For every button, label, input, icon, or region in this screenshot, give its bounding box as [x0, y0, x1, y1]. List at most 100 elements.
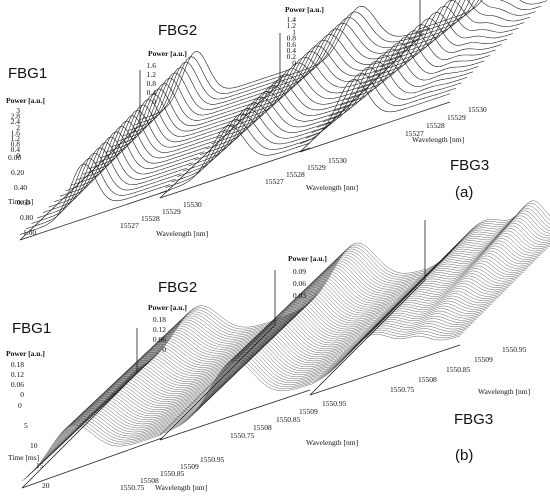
panel-a-fbg2-wavelength-tick: 15529 [307, 163, 326, 172]
panel-b-fbg1-trace [84, 360, 225, 421]
panel-b-fbg1-wavelength-tick: 15508 [140, 476, 159, 485]
panel-a-fbg3-trace [339, 36, 491, 106]
panel-b-fbg3-wavelength-axis [309, 344, 461, 396]
panel-b-fbg1-wavelength-tick: 1550.95 [200, 455, 225, 464]
panel-a-fbg3-trace [305, 72, 456, 139]
panel-b-fbg1-trace [115, 327, 256, 390]
panel-a-fbg3-trace [396, 0, 548, 51]
panel-b-fbg3-trace [348, 290, 499, 347]
panel-b-fbg1-trace [51, 394, 192, 453]
panel-a-fbg1-trace [82, 104, 233, 175]
panel-a-fbg2-power-tick: 1.6 [147, 61, 157, 70]
panel-b-fbg3-trace [346, 293, 497, 349]
panel-b-fbg3-trace [382, 250, 533, 313]
panel-b-fbg1-wavelength-tick: 1550.85 [160, 469, 185, 478]
panel-b-fbg2-power-tick: 0.18 [153, 315, 166, 324]
panel-a-fbg2-trace [199, 85, 351, 155]
panel-b-fbg1-trace [33, 412, 174, 470]
panel-b-fbg1-power-tick: 0.12 [11, 370, 24, 379]
panel-a-fbg2-trace [159, 124, 311, 194]
panel-b-fbg3-trace [367, 268, 518, 328]
panel-b-fbg3-wavelength-tick: 1550.95 [502, 345, 527, 354]
panel-b-fbg1-trace [66, 378, 207, 438]
panel-a-fbg2-trace [194, 90, 345, 161]
panel-b-fbg1-trace [133, 309, 274, 373]
panel-b-fbg1-trace [86, 358, 227, 419]
panel-a-waterfall-mesh [19, 0, 548, 241]
panel-b-fbg3-wavelength-tick: 15509 [474, 355, 493, 364]
panel-b-fbg3-trace [337, 303, 488, 358]
panel-a-fbg2-wavelength-tick: 15528 [286, 170, 305, 179]
panel-b-fbg3-power-label: Power [a.u.] [288, 254, 327, 263]
panel-a-fbg3-trace [414, 0, 479, 35]
panel-b-fbg2-power-label: Power [a.u.] [148, 303, 187, 312]
panel-a-caption: (a) [455, 184, 473, 201]
panel-a-fbg3-trace [419, 0, 483, 29]
panel-a-fbg3-power-tick: 0.6 [287, 40, 297, 49]
panel-a-fbg3-trace [299, 78, 451, 144]
panel-b-fbg1-power-tick: 0 [20, 390, 24, 399]
panel-a-fbg3-trace [391, 0, 542, 57]
panel-a-fbg2-trace [279, 5, 431, 79]
panel-b-fbg3-trace [335, 305, 486, 360]
panel-a-fbg1-power-tick: 3 [16, 106, 20, 115]
panel-b-fbg1-trace [21, 424, 163, 482]
panel-b-fbg2-wavelength-tick: 1550.85 [276, 415, 301, 424]
panel-a-fbg1-trace [105, 83, 256, 153]
panel-a-fbg3-power-tick: 0.2 [287, 52, 297, 61]
panel-b-fbg2-power-tick: 0.06 [153, 335, 166, 344]
panel-b-fbg3-trace [309, 334, 461, 386]
panel-a-fbg3-trace [334, 42, 485, 112]
panel-b-fbg2-trace [241, 276, 392, 353]
panel-b-fbg3-label: FBG3 [454, 411, 493, 428]
panel-a-fbg3-label: FBG3 [450, 157, 489, 174]
panel-a-fbg1-trace [77, 109, 228, 180]
panel-b-fbg1-trace [62, 382, 203, 442]
panel-a-time-tick: 0.80 [20, 213, 33, 222]
panel-b-fbg2-trace [263, 254, 414, 332]
panel-b-fbg3-wavelength-tick: 1550.75 [390, 385, 415, 394]
panel-a-fbg3-wavelength-tick: 15527 [405, 129, 424, 138]
panel-a-fbg1-wavelength-tick: 15530 [183, 200, 202, 209]
panel-b-fbg2-trace [169, 350, 320, 425]
panel-b-fbg2-trace [210, 308, 361, 384]
panel-b-fbg3-trace [329, 313, 480, 366]
panel-a-fbg3-time-axis [299, 36, 421, 153]
panel-b-fbg2-wavelength-tick: 1550.75 [230, 431, 255, 440]
panel-a-fbg3-power-tick: 0.8 [287, 34, 297, 43]
panel-a-time-label: Time [s] [8, 197, 33, 206]
panel-a-fbg1-trace [36, 147, 188, 219]
panel-a-fbg1-trace [54, 131, 205, 202]
panel-a-fbg3-trace [402, 0, 471, 46]
panel-a-fbg2-wavelength-tick: 15527 [265, 177, 284, 186]
panel-a-fbg2-trace [245, 39, 396, 112]
panel-b-fbg2-trace [226, 292, 377, 369]
panel-b-fbg1-trace [49, 396, 190, 455]
panel-a-fbg3-trace [374, 0, 525, 73]
panel-a-fbg2-trace [217, 68, 368, 139]
panel-b-fbg1-trace [129, 313, 270, 377]
panel-a-fbg1-wavelength-label: Wavelength [nm] [156, 229, 208, 238]
panel-a-fbg1-trace [99, 88, 251, 159]
panel-b-fbg1-time-axis [21, 372, 138, 489]
panel-a-fbg2-wavelength-label: Wavelength [nm] [306, 183, 358, 192]
panel-b-fbg2-trace [214, 304, 365, 380]
panel-b-fbg2-wavelength-axis [159, 389, 311, 441]
panel-b-fbg1-trace [72, 372, 213, 432]
panel-a-fbg1-trace [25, 158, 176, 230]
panel-b-fbg2-power-tick: 0.12 [153, 325, 166, 334]
panel-b-fbg1-trace [64, 380, 205, 440]
panel-b-fbg3-power-tick: 0.03 [293, 291, 306, 300]
panel-a-time-tick: 1.00 [23, 228, 36, 237]
panel-b-fbg1-power-label: Power [a.u.] [6, 349, 45, 358]
panel-a-fbg1-trace [139, 51, 291, 120]
panel-b-fbg3-trace [312, 332, 463, 383]
panel-b-fbg1-trace [37, 408, 178, 467]
panel-b-fbg2-trace [165, 354, 316, 429]
panel-a-fbg2-wavelength-axis [159, 147, 311, 199]
panel-a-fbg1-trace [111, 77, 262, 148]
panel-b-fbg3-wavelength-label: Wavelength [nm] [478, 387, 530, 396]
panel-b-fbg2-trace [265, 252, 416, 330]
panel-a-fbg2-trace [251, 34, 402, 106]
